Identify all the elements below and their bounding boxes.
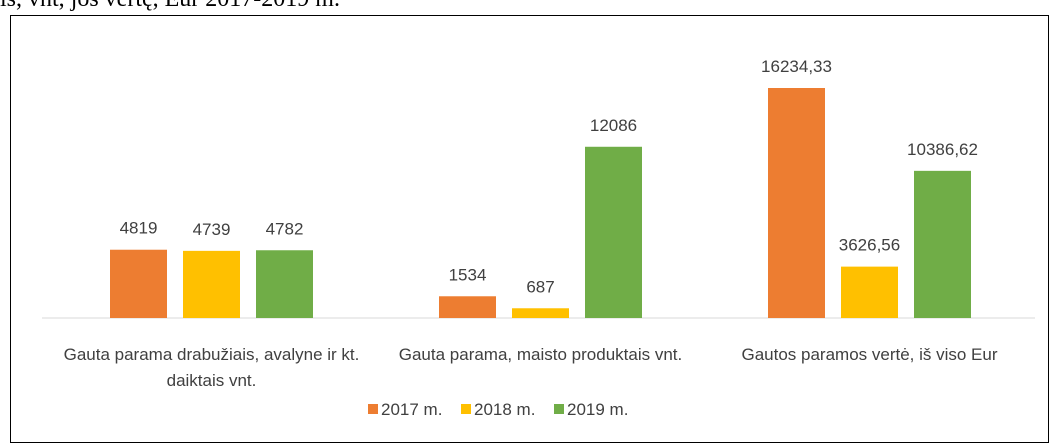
bar (512, 308, 569, 318)
value-label: 687 (526, 277, 554, 296)
bar (768, 88, 825, 318)
value-label: 1534 (449, 265, 487, 284)
value-label: 12086 (590, 116, 637, 135)
bar (256, 250, 313, 318)
value-label: 4819 (120, 219, 158, 238)
chart-title: is, vnt, jos vertę, Eur 2017-2019 m. (0, 0, 340, 13)
bar (841, 266, 898, 318)
legend-label: 2017 m. (381, 400, 442, 419)
bar (110, 249, 167, 318)
chart-frame (10, 15, 1049, 443)
value-label: 3626,56 (839, 236, 900, 255)
bar (183, 250, 240, 318)
value-label: 4782 (266, 219, 304, 238)
bar (585, 146, 642, 318)
value-label: 16234,33 (761, 57, 832, 76)
bar (914, 170, 971, 318)
x-tick-label: Gautos paramos vertė, iš viso Eur (741, 345, 998, 364)
legend-label: 2018 m. (474, 400, 535, 419)
legend-swatch (461, 404, 471, 414)
legend-swatch (554, 404, 564, 414)
x-tick-label: Gauta parama, maisto produktais vnt. (398, 345, 683, 364)
bar (439, 296, 496, 318)
legend-swatch (368, 404, 378, 414)
legend-label: 2019 m. (567, 400, 628, 419)
value-label: 10386,62 (907, 140, 978, 159)
value-label: 4739 (193, 220, 231, 239)
x-tick-label: Gauta parama drabužiais, avalyne ir kt. … (63, 345, 360, 390)
